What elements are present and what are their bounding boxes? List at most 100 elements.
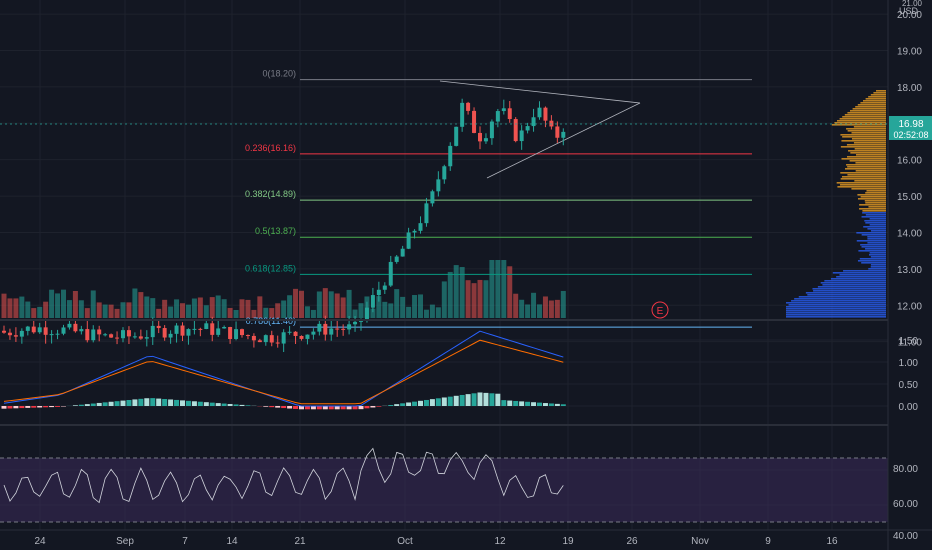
macd-histogram-bar (447, 396, 453, 406)
volume-bar (66, 300, 72, 318)
macd-histogram-bar (423, 399, 429, 406)
volume-profile-bar (798, 296, 886, 298)
volume-profile-bar (870, 264, 886, 266)
volume-profile-bar (857, 198, 886, 200)
volume-profile-bar (860, 196, 886, 198)
candle-body (311, 331, 316, 335)
volume-profile-bar (846, 128, 886, 130)
price-tick: 18.00 (897, 83, 922, 94)
candle-body (448, 145, 453, 167)
macd-histogram-bar (525, 401, 531, 406)
volume-bar (191, 298, 197, 318)
rsi-axis-ticks: 80.00 60.00 40.00 (893, 464, 918, 542)
fib-level-label: 0.5(13.87) (255, 226, 296, 236)
rsi-tick: 40.00 (893, 531, 918, 542)
volume-bar (542, 296, 548, 318)
rsi-tick: 60.00 (893, 499, 918, 510)
volume-bar (37, 306, 43, 318)
volume-bar (275, 303, 281, 318)
volume-bar (120, 302, 126, 318)
volume-profile-bar (822, 284, 886, 286)
macd-histogram-bar (126, 399, 132, 406)
macd-axis-ticks: 1.50 1.00 0.50 0.00 (899, 336, 919, 413)
volume-profile-bar (857, 260, 886, 262)
volume-profile-bar (842, 116, 886, 118)
volume-profile-bar (786, 306, 886, 308)
macd-histogram-bar (328, 406, 334, 410)
earnings-marker[interactable]: E (651, 301, 669, 319)
volume-bar (358, 303, 364, 318)
candle-body (251, 335, 256, 341)
macd-histogram-bar (138, 398, 144, 406)
volume-bar (388, 303, 394, 318)
volume-bar (102, 304, 108, 318)
volume-profile-bar (869, 224, 886, 226)
volume-bars (1, 260, 566, 318)
volume-bar (257, 296, 263, 318)
volume-bar (215, 295, 221, 318)
volume-bar (548, 300, 554, 318)
macd-histogram-bar (281, 406, 287, 409)
volume-bar (406, 306, 412, 318)
candle-body (13, 335, 18, 337)
fibonacci-retracement[interactable]: 0(18.20) 0.236(16.16) 0.382(14.89) 0.5(13.8… (245, 69, 752, 328)
volume-bar (150, 298, 156, 318)
macd-histogram-bar (299, 406, 304, 410)
macd-histogram-bar (459, 394, 465, 406)
candle-body (442, 166, 447, 180)
macd-histogram-bar (180, 400, 185, 406)
volume-bar (501, 260, 507, 318)
macd-histogram-bar (346, 406, 352, 410)
candle-body (281, 332, 286, 344)
volume-profile-bar (853, 142, 886, 144)
time-axis-ticks[interactable]: 24 Sep 7 14 21 Oct 12 19 26 Nov 9 16 (34, 536, 838, 547)
volume-bar (489, 260, 495, 318)
volume-profile (786, 90, 886, 318)
volume-profile-bar (864, 200, 886, 202)
volume-bar (322, 288, 328, 318)
volume-profile-bar (860, 102, 886, 104)
volume-bar (61, 289, 66, 318)
macd-histogram-bar (108, 401, 114, 406)
candle-body (156, 325, 161, 329)
price-tick: 15.00 (897, 192, 922, 203)
macd-histogram-bar (227, 403, 233, 406)
volume-profile-bar (869, 252, 886, 254)
volume-profile-bar (870, 266, 886, 268)
last-price-badge: 16.98 02:52:08 (889, 116, 932, 140)
candle-body (519, 130, 524, 142)
macd-histogram-bar (245, 405, 251, 406)
time-tick: 21 (294, 536, 306, 547)
volume-bar (519, 299, 525, 318)
volume-profile-bar (840, 146, 886, 148)
volume-profile-bar (857, 194, 886, 196)
volume-bar (554, 299, 560, 318)
candle-body (353, 321, 358, 325)
macd-histogram-bar (316, 406, 322, 410)
volume-profile-bar (867, 236, 886, 238)
price-axis-ticks: 20.00 19.00 18.00 16.00 15.00 14.00 13.00 12.00… (897, 10, 922, 349)
candle-body (174, 325, 179, 334)
macd-histogram-bar (150, 398, 156, 406)
candle-body (329, 328, 334, 335)
candle-body (192, 328, 197, 330)
volume-bar (174, 299, 180, 318)
macd-histogram-bar (477, 392, 483, 406)
volume-bar (376, 296, 382, 318)
macd-histogram-bar (132, 399, 138, 406)
volume-profile-bar (865, 248, 886, 250)
volume-bar (1, 293, 7, 318)
candle-body (216, 328, 221, 335)
macd-histogram-bar (418, 400, 423, 406)
volume-bar (7, 298, 13, 318)
volume-profile-bar (831, 124, 886, 126)
volume-profile-bar (861, 262, 886, 264)
volume-profile-bar (856, 232, 886, 234)
volume-bar (531, 292, 537, 318)
macd-histogram-bar (483, 392, 489, 406)
time-tick: Nov (691, 536, 709, 547)
price-axis-background[interactable] (888, 0, 932, 550)
candle-body (73, 323, 78, 332)
